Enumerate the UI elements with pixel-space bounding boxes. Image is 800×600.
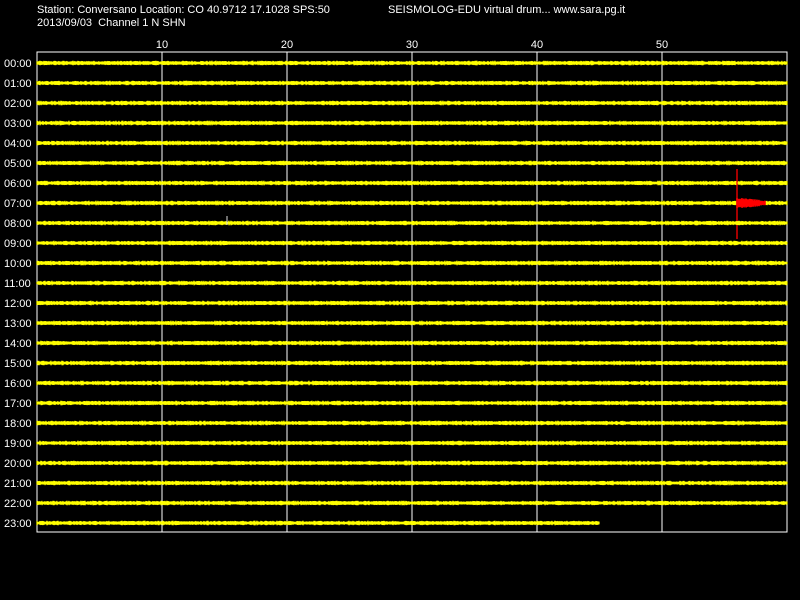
y-tick-label: 02:00 bbox=[4, 98, 32, 110]
trace-1600 bbox=[36, 380, 788, 386]
y-tick-label: 06:00 bbox=[4, 178, 32, 190]
trace-0800 bbox=[36, 220, 788, 226]
y-tick-label: 09:00 bbox=[4, 238, 32, 250]
trace-1800 bbox=[36, 420, 788, 426]
y-tick-label: 11:00 bbox=[4, 278, 31, 290]
x-tick-label: 30 bbox=[406, 39, 418, 51]
trace-0900 bbox=[36, 240, 788, 246]
y-tick-label: 14:00 bbox=[4, 338, 32, 350]
y-tick-label: 15:00 bbox=[4, 358, 32, 370]
y-tick-label: 17:00 bbox=[4, 398, 32, 410]
station-info: Station: Conversano Location: CO 40.9712… bbox=[37, 4, 330, 16]
trace-2200 bbox=[36, 500, 788, 506]
y-tick-label: 16:00 bbox=[4, 378, 32, 390]
trace-0600 bbox=[36, 180, 788, 186]
y-tick-label: 20:00 bbox=[4, 458, 32, 470]
trace-0500 bbox=[36, 160, 788, 166]
x-tick-label: 50 bbox=[656, 39, 668, 51]
trace-0200 bbox=[36, 100, 788, 106]
y-tick-label: 01:00 bbox=[4, 78, 32, 90]
trace-0700 bbox=[36, 200, 788, 206]
y-tick-label: 19:00 bbox=[4, 438, 32, 450]
trace-1700 bbox=[36, 400, 788, 406]
trace-1000 bbox=[36, 260, 788, 266]
y-tick-label: 12:00 bbox=[4, 298, 32, 310]
trace-1400 bbox=[36, 340, 788, 346]
trace-2300 bbox=[36, 520, 600, 526]
trace-1900 bbox=[36, 440, 788, 446]
trace-1300 bbox=[36, 320, 788, 326]
y-tick-label: 08:00 bbox=[4, 218, 32, 230]
trace-2000 bbox=[36, 460, 788, 466]
y-tick-label: 00:00 bbox=[4, 58, 32, 70]
y-tick-label: 03:00 bbox=[4, 118, 32, 130]
y-tick-label: 23:00 bbox=[4, 518, 32, 530]
trace-1200 bbox=[36, 300, 788, 306]
y-tick-label: 18:00 bbox=[4, 418, 32, 430]
y-tick-label: 13:00 bbox=[4, 318, 32, 330]
trace-0100 bbox=[36, 80, 788, 86]
trace-0300 bbox=[36, 120, 788, 126]
software-credit: SEISMOLOG-EDU virtual drum... www.sara.p… bbox=[388, 4, 626, 16]
x-tick-label: 20 bbox=[281, 39, 293, 51]
date-channel-info: 2013/09/03 Channel 1 N SHN bbox=[37, 17, 186, 29]
trace-1100 bbox=[36, 280, 788, 286]
y-tick-label: 10:00 bbox=[4, 258, 32, 270]
x-tick-label: 40 bbox=[531, 39, 543, 51]
x-tick-label: 10 bbox=[156, 39, 168, 51]
y-tick-label: 21:00 bbox=[4, 478, 32, 490]
y-tick-label: 07:00 bbox=[4, 198, 32, 210]
y-tick-label: 04:00 bbox=[4, 138, 32, 150]
trace-2100 bbox=[36, 480, 788, 486]
y-tick-label: 22:00 bbox=[4, 498, 32, 510]
trace-1500 bbox=[36, 360, 788, 366]
trace-0000 bbox=[36, 60, 788, 66]
y-tick-label: 05:00 bbox=[4, 158, 32, 170]
trace-0400 bbox=[36, 140, 788, 146]
event-trace bbox=[736, 198, 766, 208]
